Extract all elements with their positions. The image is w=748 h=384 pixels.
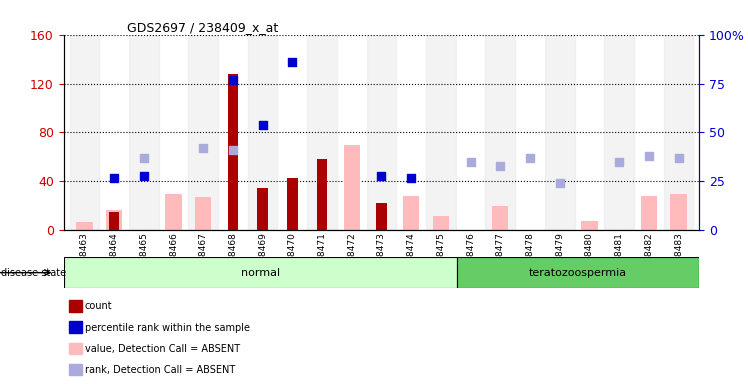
Point bbox=[613, 159, 625, 165]
Text: disease state: disease state bbox=[1, 268, 66, 278]
Text: normal: normal bbox=[241, 268, 280, 278]
Point bbox=[405, 174, 417, 180]
Bar bbox=[307, 35, 337, 230]
Bar bbox=[76, 222, 93, 230]
Point bbox=[138, 172, 150, 179]
Bar bbox=[227, 74, 238, 230]
Point bbox=[494, 163, 506, 169]
Text: value, Detection Call = ABSENT: value, Detection Call = ABSENT bbox=[85, 344, 239, 354]
Point bbox=[346, 6, 358, 12]
Bar bbox=[70, 35, 99, 230]
Point bbox=[257, 122, 269, 128]
Bar bbox=[545, 35, 574, 230]
Point bbox=[524, 155, 536, 161]
Bar bbox=[641, 196, 657, 230]
Point bbox=[375, 172, 387, 179]
Bar bbox=[485, 35, 515, 230]
Bar bbox=[604, 35, 634, 230]
Bar bbox=[403, 196, 420, 230]
Point bbox=[643, 153, 654, 159]
Bar bbox=[248, 35, 278, 230]
Bar bbox=[343, 145, 360, 230]
Bar bbox=[670, 194, 687, 230]
Point bbox=[227, 76, 239, 83]
Text: count: count bbox=[85, 301, 112, 311]
Bar bbox=[287, 178, 298, 230]
Bar bbox=[188, 35, 218, 230]
Point bbox=[197, 145, 209, 151]
Bar bbox=[257, 187, 268, 230]
Bar bbox=[109, 212, 119, 230]
Text: teratozoospermia: teratozoospermia bbox=[530, 268, 628, 278]
Text: rank, Detection Call = ABSENT: rank, Detection Call = ABSENT bbox=[85, 365, 235, 375]
Bar bbox=[492, 206, 509, 230]
Bar bbox=[64, 257, 457, 288]
Point bbox=[108, 174, 120, 180]
Bar bbox=[165, 194, 182, 230]
Bar bbox=[426, 35, 456, 230]
Point bbox=[227, 147, 239, 153]
Point bbox=[554, 180, 565, 187]
Bar bbox=[195, 197, 212, 230]
Point bbox=[316, 18, 328, 24]
Bar bbox=[457, 257, 699, 288]
Bar bbox=[581, 220, 598, 230]
Point bbox=[465, 159, 476, 165]
Point bbox=[286, 59, 298, 65]
Point bbox=[138, 155, 150, 161]
Bar bbox=[129, 35, 159, 230]
Bar bbox=[433, 216, 449, 230]
Text: percentile rank within the sample: percentile rank within the sample bbox=[85, 323, 250, 333]
Text: GDS2697 / 238409_x_at: GDS2697 / 238409_x_at bbox=[127, 21, 278, 34]
Point bbox=[672, 155, 684, 161]
Bar bbox=[317, 159, 328, 230]
Bar bbox=[367, 35, 396, 230]
Bar bbox=[106, 210, 122, 230]
Bar bbox=[663, 35, 693, 230]
Bar bbox=[376, 204, 387, 230]
